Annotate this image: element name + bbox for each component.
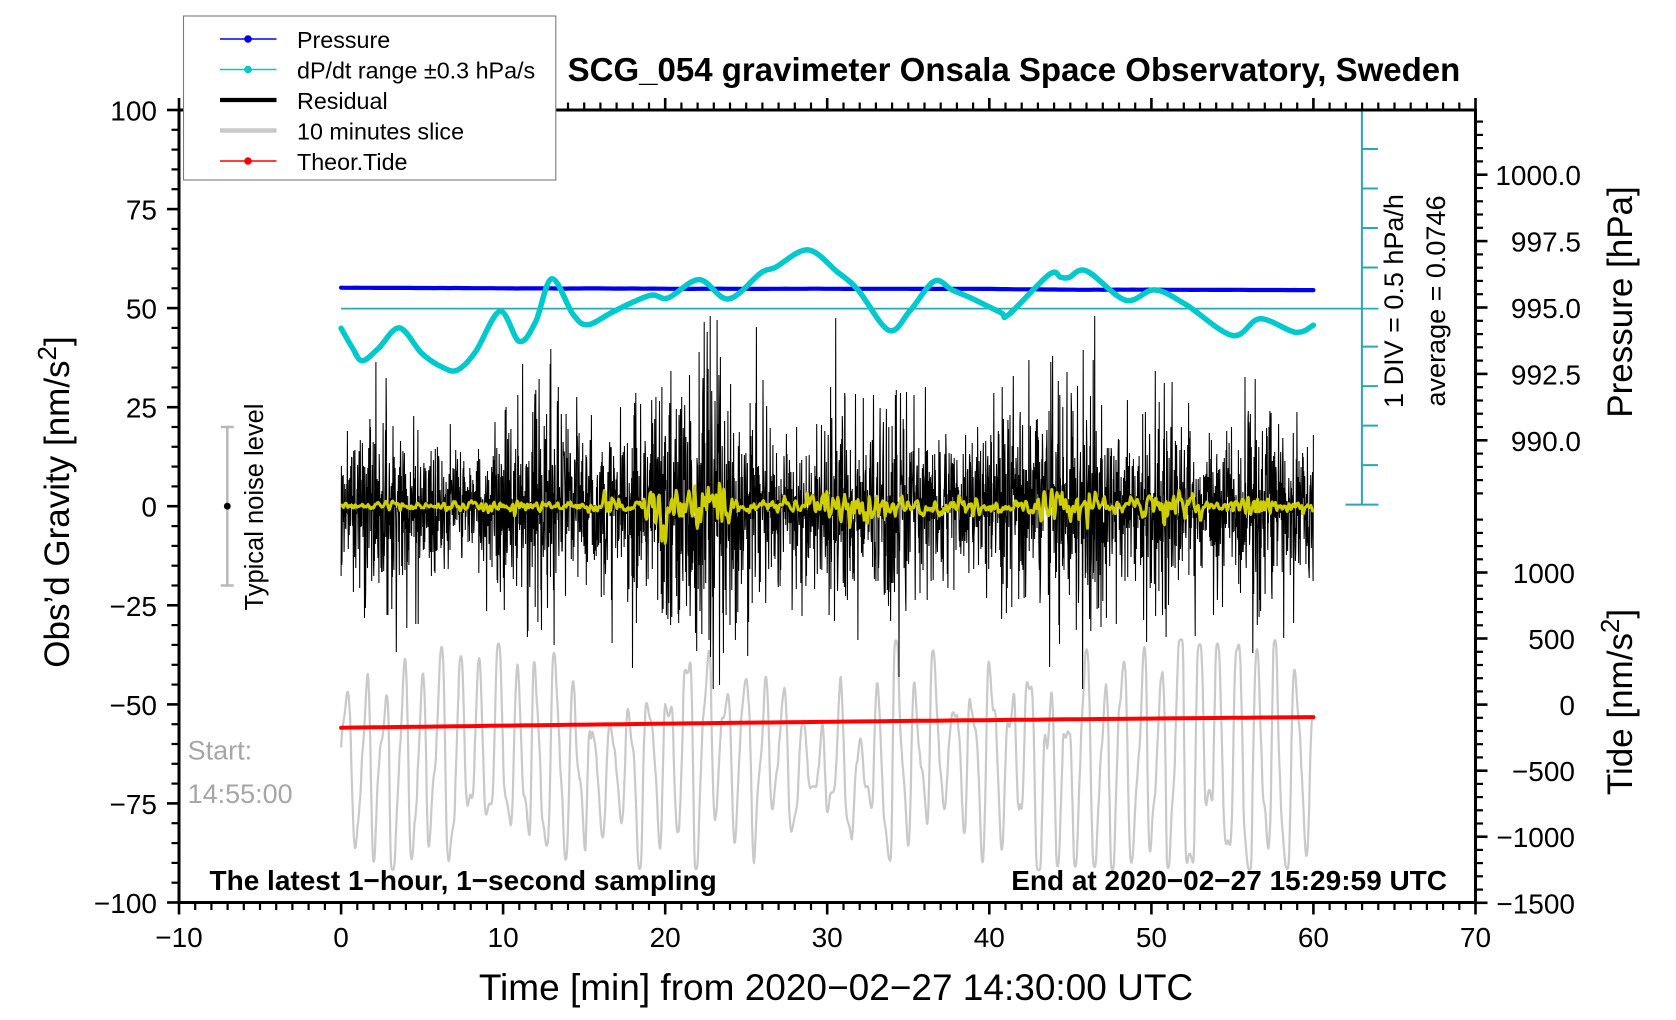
svg-text:0: 0 (141, 492, 157, 523)
svg-text:75: 75 (126, 195, 157, 226)
svg-text:−25: −25 (110, 591, 158, 622)
svg-text:−75: −75 (110, 789, 158, 820)
svg-text:100: 100 (110, 96, 157, 127)
svg-text:−1500: −1500 (1496, 888, 1575, 919)
svg-text:Typical noise level: Typical noise level (241, 404, 269, 611)
svg-text:dP/dt range ±0.3 hPa/s: dP/dt range ±0.3 hPa/s (297, 58, 535, 84)
svg-text:1 DIV = 0.5 hPa/h: 1 DIV = 0.5 hPa/h (1379, 194, 1409, 408)
svg-text:Time [min] from 2020−02−27 14:: Time [min] from 2020−02−27 14:30:00 UTC (479, 967, 1193, 1008)
svg-text:Start:: Start: (188, 735, 253, 765)
svg-text:Obs’d Gravity [nm/s2]: Obs’d Gravity [nm/s2] (32, 336, 77, 668)
svg-text:Theor.Tide: Theor.Tide (297, 149, 408, 175)
svg-text:60: 60 (1298, 922, 1329, 953)
svg-text:992.5: 992.5 (1511, 359, 1581, 390)
svg-text:Tide [nm/s2]: Tide [nm/s2] (1595, 609, 1640, 795)
svg-text:average = 0.0746: average = 0.0746 (1421, 196, 1451, 407)
svg-text:997.5: 997.5 (1511, 227, 1581, 258)
svg-text:−50: −50 (110, 690, 158, 721)
svg-text:10 minutes slice: 10 minutes slice (297, 119, 464, 145)
svg-text:990.0: 990.0 (1511, 426, 1581, 457)
svg-text:40: 40 (974, 922, 1005, 953)
svg-text:10: 10 (488, 922, 519, 953)
svg-text:−500: −500 (1512, 756, 1575, 787)
svg-text:500: 500 (1528, 624, 1575, 655)
svg-text:Pressure [hPa]: Pressure [hPa] (1601, 186, 1640, 418)
svg-text:50: 50 (126, 294, 157, 325)
svg-text:1000: 1000 (1513, 558, 1575, 589)
svg-text:14:55:00: 14:55:00 (188, 779, 293, 809)
svg-text:Residual: Residual (297, 88, 388, 114)
svg-text:Pressure: Pressure (297, 27, 390, 53)
svg-text:The latest 1−hour, 1−second sa: The latest 1−hour, 1−second sampling (210, 865, 717, 896)
svg-text:25: 25 (126, 393, 157, 424)
svg-text:0: 0 (333, 922, 349, 953)
svg-text:−1000: −1000 (1496, 822, 1575, 853)
svg-text:50: 50 (1136, 922, 1167, 953)
svg-text:0: 0 (1559, 690, 1575, 721)
svg-text:70: 70 (1460, 922, 1491, 953)
svg-text:30: 30 (812, 922, 843, 953)
svg-text:SCG_054 gravimeter Onsala Spac: SCG_054 gravimeter Onsala Space Observat… (568, 51, 1461, 88)
svg-text:20: 20 (650, 922, 681, 953)
svg-text:995.0: 995.0 (1511, 293, 1581, 324)
svg-text:End at 2020−02−27 15:29:59 UTC: End at 2020−02−27 15:29:59 UTC (1011, 865, 1447, 896)
svg-text:−100: −100 (94, 888, 157, 919)
svg-text:−10: −10 (155, 922, 203, 953)
svg-text:1000.0: 1000.0 (1495, 160, 1581, 191)
